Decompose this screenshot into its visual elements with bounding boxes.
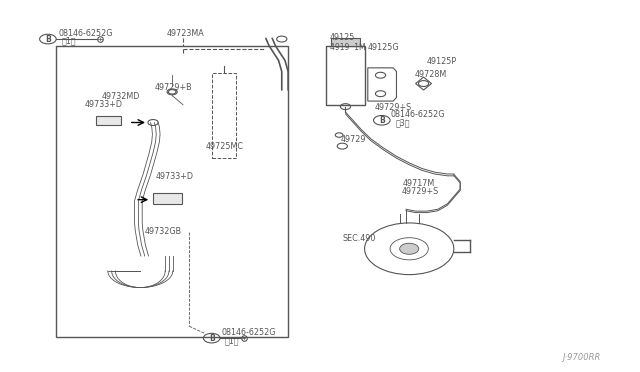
Bar	[332, 38, 360, 46]
Text: 08146-6252G: 08146-6252G	[221, 328, 276, 337]
Circle shape	[399, 243, 419, 254]
Text: 49729+S: 49729+S	[401, 187, 439, 196]
Text: 49125: 49125	[330, 33, 355, 42]
Text: 49733+D: 49733+D	[156, 171, 193, 181]
Bar	[56, 46, 288, 337]
Text: 49723MA: 49723MA	[167, 29, 205, 38]
Text: J·9700RR: J·9700RR	[562, 353, 600, 362]
Text: SEC.490: SEC.490	[342, 234, 376, 243]
Text: 49729+S: 49729+S	[374, 103, 412, 112]
Text: 〈1〉: 〈1〉	[225, 337, 239, 346]
Bar	[212, 73, 236, 158]
Text: 4919 1M: 4919 1M	[330, 43, 366, 52]
Text: 49725MC: 49725MC	[205, 142, 243, 151]
Text: B: B	[209, 334, 214, 343]
Text: 49728M: 49728M	[414, 70, 447, 79]
Text: 49729+B: 49729+B	[154, 83, 192, 92]
Text: B: B	[45, 35, 51, 44]
Text: 49125G: 49125G	[368, 43, 399, 52]
Text: 49125P: 49125P	[427, 57, 457, 66]
FancyBboxPatch shape	[96, 116, 121, 125]
Circle shape	[335, 133, 343, 137]
Text: 08146-6252G: 08146-6252G	[390, 110, 445, 119]
Text: 〈3〉: 〈3〉	[395, 118, 410, 127]
Text: 49729: 49729	[341, 135, 367, 144]
Text: 49732GB: 49732GB	[145, 227, 182, 236]
Text: 08146-6252G: 08146-6252G	[59, 29, 113, 38]
Circle shape	[168, 90, 176, 94]
Bar	[326, 46, 365, 105]
Text: B: B	[379, 116, 385, 125]
Text: 49733+D: 49733+D	[84, 100, 122, 109]
Text: 〈1〉: 〈1〉	[62, 37, 76, 46]
Text: 49732MD: 49732MD	[102, 92, 140, 101]
FancyBboxPatch shape	[153, 193, 182, 205]
Text: 49717M: 49717M	[403, 179, 435, 188]
